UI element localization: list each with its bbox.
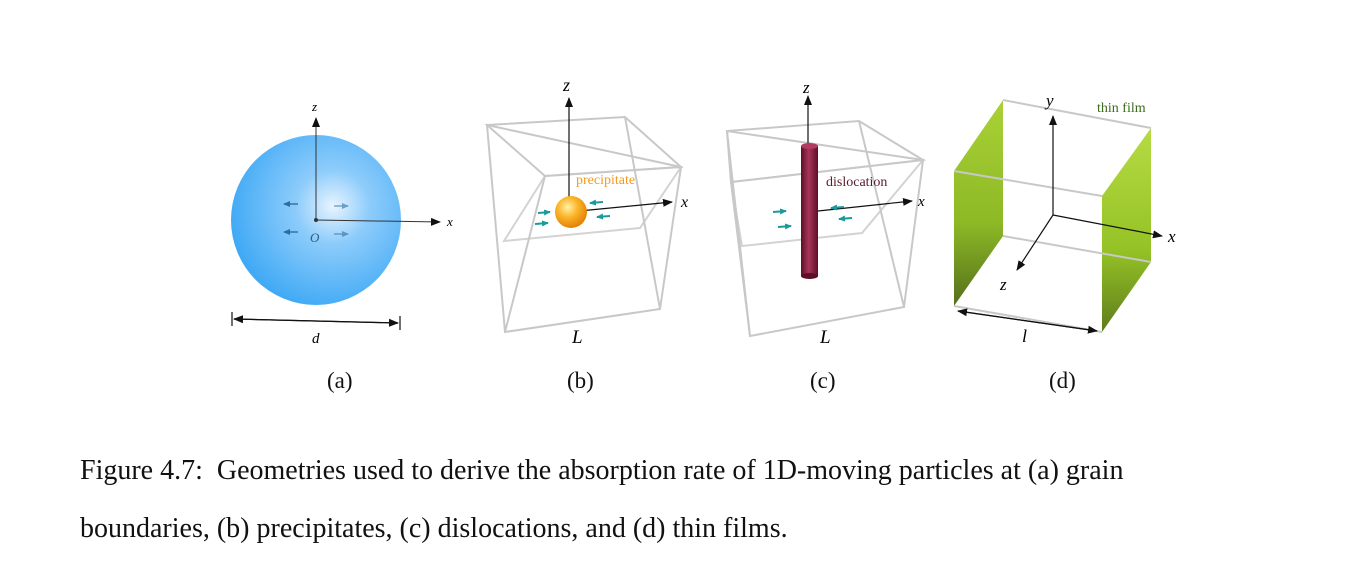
cube-edges xyxy=(725,119,927,338)
dislocation-cylinder xyxy=(801,143,818,279)
dimension-d-label: d xyxy=(312,331,320,347)
flux-arrow xyxy=(838,215,853,222)
flux-arrow xyxy=(777,223,792,230)
axis-x-label: x xyxy=(446,214,453,229)
x-axis xyxy=(315,217,441,226)
flux-arrows xyxy=(772,204,853,230)
axis-x-label: x xyxy=(917,194,925,210)
figure-caption: Figure 4.7: Geometries used to derive th… xyxy=(80,442,1340,558)
subfigure-label-a: (a) xyxy=(327,368,353,393)
axis-x-label: x xyxy=(680,194,688,211)
origin-point xyxy=(314,218,318,222)
axis-z-label: z xyxy=(311,99,317,114)
dimension-l-label: l xyxy=(1022,326,1027,346)
subfigure-label-d: (d) xyxy=(1049,368,1076,393)
flux-arrow xyxy=(589,199,604,206)
dislocation-label: dislocation xyxy=(826,175,887,190)
flux-arrow xyxy=(537,209,551,216)
flux-arrows xyxy=(534,199,611,227)
panel-a: z x O d xyxy=(231,99,453,347)
panel-c: z x dislocation L xyxy=(725,78,927,348)
caption-line-1: Figure 4.7: Geometries used to derive th… xyxy=(80,455,1124,486)
axis-y-label: y xyxy=(1044,91,1054,110)
thin-film-right xyxy=(1102,128,1151,332)
z-axis xyxy=(1016,214,1054,271)
precipitate-sphere xyxy=(555,196,587,228)
flux-arrow xyxy=(772,208,787,215)
axis-z-label: z xyxy=(999,275,1007,294)
figure-graphics: z x O d xyxy=(231,75,1176,348)
flux-arrow xyxy=(534,220,549,227)
flux-arrow xyxy=(596,213,611,220)
axis-x-label: x xyxy=(1167,227,1176,246)
axis-z-label: z xyxy=(562,75,570,95)
precipitate-label: precipitate xyxy=(576,173,635,188)
x-axis xyxy=(1052,214,1163,239)
caption-line-2: boundaries, (b) precipitates, (c) disloc… xyxy=(80,513,788,544)
flux-arrows xyxy=(283,201,349,237)
thin-film-left xyxy=(954,100,1003,306)
panel-d: y x z thin film l xyxy=(953,91,1176,346)
cube-edges xyxy=(484,115,684,334)
panel-b: z x precipitate L xyxy=(484,75,688,348)
figure: z x O d xyxy=(231,75,1176,393)
subfigure-label-b: (b) xyxy=(567,368,594,393)
flux-arrow xyxy=(830,204,845,211)
dimension-L-label: L xyxy=(819,327,831,348)
axis-z-label: z xyxy=(802,78,810,97)
dimension-d xyxy=(231,312,401,330)
x-axis xyxy=(817,197,913,212)
thin-film-label: thin film xyxy=(1097,101,1146,116)
origin-label: O xyxy=(310,230,320,245)
subfigure-label-c: (c) xyxy=(810,368,836,393)
dimension-L-label: L xyxy=(571,327,583,348)
dimension-l xyxy=(957,308,1098,334)
